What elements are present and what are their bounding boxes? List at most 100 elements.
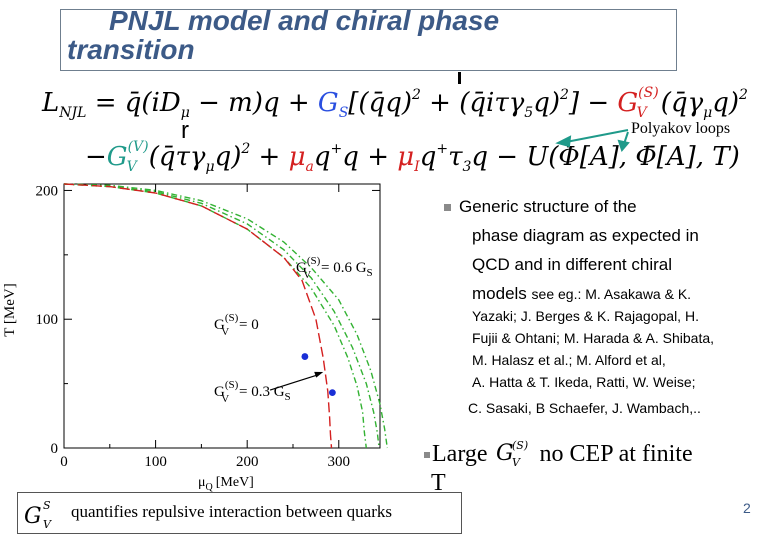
eq-sq2: 2: [559, 87, 569, 103]
y-tick-label: 200: [36, 183, 59, 199]
series-line-2: [63, 183, 388, 449]
desc-line1: Generic structure of the: [444, 192, 764, 221]
x-axis-label-mu: μ: [198, 475, 206, 490]
eq-term4b: q): [712, 88, 739, 118]
eq-mu-a: μ: [289, 142, 306, 172]
quantifies-text: quantifies repulsive interaction between…: [71, 502, 392, 521]
page-number: 2: [743, 500, 751, 516]
x-tick-label: 300: [328, 454, 351, 470]
large-gv-G: G: [496, 441, 514, 466]
eq-term3b: q): [533, 88, 560, 118]
bottom-gv-sub: V: [43, 518, 52, 531]
large-suffix: no CEP at finite: [533, 441, 693, 467]
eq-I-sub: I: [413, 159, 420, 175]
eq-L: L: [41, 88, 59, 118]
x-axis-label: μQ [MeV]: [198, 475, 254, 493]
critical-point-0: [301, 353, 309, 360]
eq-GV-sup: (S): [638, 85, 659, 101]
eq-l2-h: τ: [448, 142, 463, 172]
eq-GV-sub: V: [637, 105, 649, 121]
large-gv-statement: Large G (S) V no CEP at finite: [424, 438, 693, 469]
eq-term1b: − m)q +: [190, 88, 318, 118]
eq-mu2: μ: [703, 105, 712, 121]
eq-GS-sub: S: [339, 105, 349, 121]
eq-GV: G: [617, 88, 638, 118]
eq-l2-plus2: +: [436, 141, 448, 157]
eq-a-sub: a: [306, 159, 314, 175]
refs-line4: A. Hatta & T. Ikeda, Ratti, W. Weise;: [472, 374, 696, 390]
annotation-gv06: G(S) V = 0.6 GS: [296, 255, 373, 281]
refs-line3: M. Halasz et al.; M. Alford et al,: [472, 352, 666, 368]
ann06-rest: = 0.6 G: [317, 260, 366, 276]
ann00-sub: V: [221, 326, 229, 338]
x-tick-label: 100: [144, 454, 167, 470]
bullet-icon: [444, 204, 451, 212]
annotation-gv03: G(S) V = 0.3 GS: [214, 379, 291, 405]
refs-line2: Fujii & Ohtani; M. Harada & A. Shibata,: [472, 330, 715, 346]
large-prefix: Large: [432, 441, 494, 467]
phase-diagram: 0 100 200 300 0 100 200 T [MeV] μQ [MeV] G(S) V …: [2, 183, 388, 493]
r-mark: r: [181, 117, 189, 144]
plot-points: [269, 353, 336, 397]
desc-line3: QCD and in different chiral: [472, 255, 673, 274]
lagrangian-equation: LNJL = q̄(iDμ − m)q + GS[(q̄q)2 + (q̄iτγ…: [41, 85, 748, 175]
eq-l2-b: (q̄τγ: [149, 142, 206, 172]
large-gv-sub: V: [512, 456, 521, 468]
eq-l2-mu: μ: [205, 159, 214, 175]
description-main: Generic structure of the phase diagram a…: [444, 192, 764, 309]
eq-l2-e: q: [314, 142, 331, 172]
polyakov-arrows: [555, 129, 630, 152]
x-tick-label: 200: [236, 454, 259, 470]
annotation-arrowhead: [314, 371, 324, 378]
eq-eq: =: [86, 88, 124, 118]
eq-l2-plus1: +: [331, 141, 343, 157]
slide-title-line1: PNJL model and chiral phase: [109, 5, 500, 36]
large-gv-symbol: G(S) V: [496, 439, 528, 469]
title-box: PNJL model and chiral phase transition: [60, 6, 677, 71]
ann00-G: G: [214, 317, 225, 333]
eq-GS: G: [318, 88, 339, 118]
desc-line4: models see eg.: M. Asakawa & K.: [444, 279, 764, 309]
eq-mu-I: μ: [397, 142, 414, 172]
eq-l2-GV: G: [107, 142, 128, 172]
eq-l2-minus: −: [85, 142, 107, 172]
bottom-gv-symbol: G SV: [24, 499, 52, 531]
eq-l2-i: q − U(Φ[A], Φ̄[A], T): [471, 142, 739, 172]
eq-term2: [(q̄q): [348, 88, 412, 118]
ann00-sup: (S): [225, 312, 239, 324]
x-axis-label-unit: [MeV]: [216, 475, 254, 490]
description: Generic structure of the phase diagram a…: [444, 192, 764, 419]
eq-l2-g: q: [420, 142, 437, 172]
ann03-rest-sub: S: [285, 391, 291, 403]
bottom-gv-G: G: [24, 504, 42, 529]
tick-mark: [458, 72, 461, 84]
ann06-G: G: [296, 260, 307, 276]
y-axis-label: T [MeV]: [2, 283, 18, 336]
ann00-rest: = 0: [235, 317, 258, 333]
plot-series: [63, 183, 388, 449]
eq-term1: q̄(iD: [125, 88, 181, 118]
series-line-1: [63, 183, 380, 449]
slide-title: PNJL model and chiral phase transition: [67, 6, 499, 64]
large-gv-sup: (S): [512, 439, 528, 452]
ann03-sub: V: [221, 393, 229, 405]
eq-line1: LNJL = q̄(iDμ − m)q + GS[(q̄q)2 + (q̄iτγ…: [41, 85, 748, 121]
refs-line5: C. Sasaki, B Schaefer, J. Wambach,..: [468, 400, 701, 416]
bullet-icon-2: [424, 452, 430, 459]
slide-title-line2: transition: [67, 34, 195, 65]
eq-l2-c: q): [215, 142, 242, 172]
annotation-arrow: [269, 374, 318, 391]
ann03-rest: = 0.3 G: [235, 384, 284, 400]
desc-line1-text: Generic structure of the: [459, 197, 637, 216]
eq-sq3: 2: [738, 87, 748, 103]
desc-line4b: see eg.: M. Asakawa & K.: [531, 286, 692, 302]
bottom-gv-sup: S: [43, 499, 51, 512]
plot-axes: 0 100 200 300 0 100 200: [36, 183, 381, 470]
ann03-G: G: [214, 384, 225, 400]
annotation-gv00: G(S) V = 0: [214, 312, 259, 338]
eq-term4: (q̄γ: [661, 88, 704, 118]
series-line-0: [63, 183, 367, 449]
x-tick-label: 0: [60, 454, 68, 470]
polyakov-label: Polyakov loops: [631, 120, 731, 137]
